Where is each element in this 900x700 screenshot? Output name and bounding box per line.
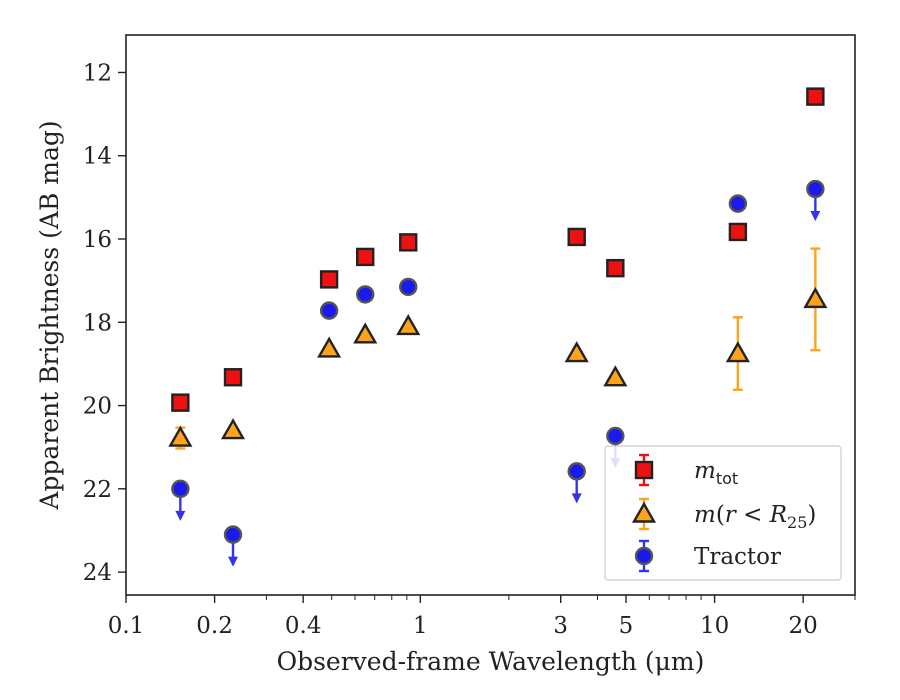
x-axis-label: Observed-frame Wavelength (μm) — [277, 647, 705, 676]
data-point — [223, 525, 243, 544]
y-tick-label: 22 — [83, 477, 112, 503]
y-tick-label: 16 — [83, 227, 112, 253]
data-point — [356, 247, 375, 267]
data-point — [806, 87, 825, 106]
y-axis-label: Apparent Brightness (AB mag) — [35, 120, 64, 510]
plot-frame — [125, 34, 856, 596]
x-tick-label: 1 — [413, 613, 428, 639]
legend: mtot m(r < R25) Tractor — [604, 445, 842, 581]
data-point — [728, 222, 748, 242]
x-tick-label: 20 — [789, 613, 818, 639]
data-point — [725, 341, 750, 363]
legend-label: m(r < R25) — [694, 502, 816, 532]
series-square — [171, 87, 825, 412]
upper-limit-arrowhead — [571, 493, 582, 504]
data-point — [353, 322, 378, 344]
x-tick-label: 0.2 — [196, 613, 233, 639]
data-point — [606, 258, 625, 278]
y-tick-label: 20 — [83, 394, 112, 420]
legend-marker — [634, 546, 654, 566]
x-tick-label: 0.4 — [285, 613, 322, 639]
axis-ticks: 0.1 0.2 0.4 1 3 5 10 20 12 14 16 18 20 22 24 — [83, 60, 856, 639]
data-point — [171, 479, 190, 499]
upper-limit-arrowhead — [175, 510, 186, 521]
upper-limit-arrowhead — [810, 211, 821, 222]
x-tick-label: 10 — [700, 613, 729, 639]
data-point — [223, 368, 243, 387]
data-point — [317, 336, 342, 358]
data-point — [567, 462, 586, 481]
y-tick-label: 12 — [83, 60, 112, 86]
y-tick-label: 14 — [83, 144, 112, 170]
data-point — [728, 194, 748, 213]
data-point — [803, 286, 828, 309]
upper-limit-arrowhead — [228, 556, 239, 567]
data-point — [806, 179, 825, 199]
data-point — [356, 285, 375, 304]
data-point — [396, 314, 421, 336]
data-point — [319, 270, 339, 289]
series-triangle — [168, 247, 828, 450]
legend-label: Tractor — [694, 544, 781, 570]
data-point — [399, 233, 418, 252]
data-point — [220, 418, 246, 440]
legend-box — [604, 445, 842, 581]
data-point — [567, 227, 586, 247]
legend-label: mtot — [694, 458, 738, 488]
data-point — [168, 425, 193, 447]
legend-marker — [631, 501, 657, 523]
legend-marker — [634, 460, 654, 480]
y-tick-label: 18 — [83, 310, 112, 336]
x-tick-label: 3 — [553, 613, 568, 639]
x-tick-label: 0.1 — [108, 613, 145, 639]
data-point — [319, 301, 339, 320]
data-point — [171, 393, 190, 412]
data-point — [603, 365, 628, 387]
data-point — [564, 341, 589, 363]
x-tick-label: 5 — [619, 613, 634, 639]
data-point — [399, 277, 418, 297]
data-point — [606, 426, 625, 446]
y-tick-label: 24 — [83, 560, 112, 586]
